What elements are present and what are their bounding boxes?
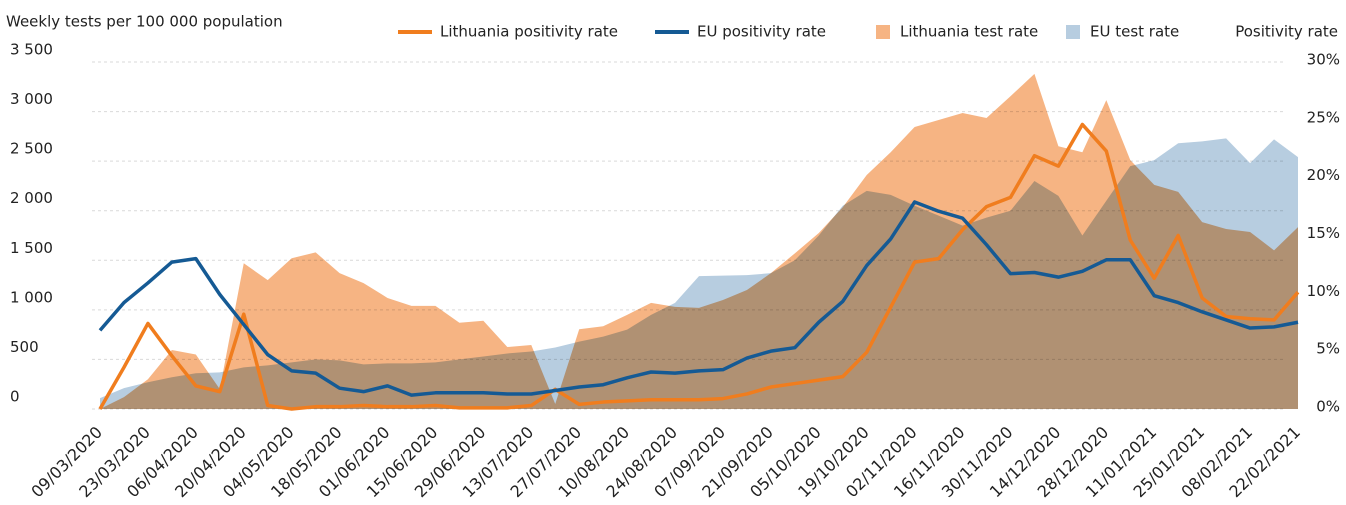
y-tick-label: 1 000 xyxy=(10,288,53,306)
legend-label: EU test rate xyxy=(1090,23,1179,41)
y-tick-label: 1 500 xyxy=(10,239,53,257)
y2-tick-label: 0% xyxy=(1316,398,1340,416)
y-axis-title: Weekly tests per 100 000 population xyxy=(6,13,283,31)
y2-axis-title: Positivity rate xyxy=(1235,23,1338,41)
area xyxy=(100,138,1298,409)
y2-tick-label: 10% xyxy=(1307,282,1340,300)
legend-label: Lithuania positivity rate xyxy=(440,23,618,41)
y2-tick-label: 5% xyxy=(1316,340,1340,358)
y-tick-label: 2 500 xyxy=(10,140,53,158)
y2-tick-label: 25% xyxy=(1307,108,1340,126)
y2-tick-label: 20% xyxy=(1307,166,1340,184)
line xyxy=(98,200,1299,397)
legend-swatch xyxy=(1066,25,1080,39)
y-tick-label: 3 000 xyxy=(10,90,53,108)
y-tick-label: 3 500 xyxy=(10,41,53,59)
legend-swatch xyxy=(876,25,890,39)
legend-label: EU positivity rate xyxy=(697,23,826,41)
y2-tick-label: 30% xyxy=(1307,51,1340,69)
y-tick-label: 0 xyxy=(10,388,20,406)
legend-label: Lithuania test rate xyxy=(900,23,1038,41)
y2-tick-label: 15% xyxy=(1307,224,1340,242)
line xyxy=(98,122,1300,411)
y-tick-label: 2 000 xyxy=(10,189,53,207)
y-tick-label: 500 xyxy=(10,338,39,356)
